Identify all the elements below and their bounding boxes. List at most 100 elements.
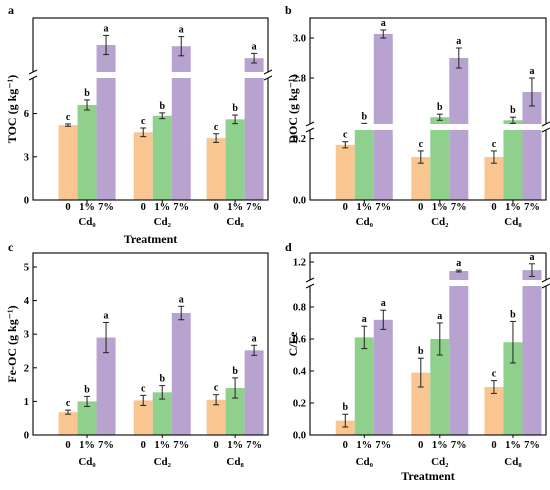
y-tick-label: 3.0 xyxy=(293,34,306,45)
group-label-a-1: Cd₂ xyxy=(154,216,172,228)
sig-letter-d-1: a xyxy=(362,314,367,325)
treatment-label-a-2: 7% xyxy=(98,202,114,213)
treatment-label-d-2: 7% xyxy=(375,440,391,451)
bar-c-2-2 xyxy=(245,350,264,435)
y-tick-label: 3 xyxy=(24,330,29,341)
sig-letter-d-6: c xyxy=(492,369,497,380)
treatment-label-d-6: 0 xyxy=(491,440,496,451)
sig-letter-a-4: b xyxy=(159,101,165,112)
panel-d: b0a1%a7%b0a1%a7%c0b1%a7%0.00.20.40.60.81… xyxy=(285,240,550,483)
sig-letter-b-8: a xyxy=(529,66,534,77)
bar-c-0-0 xyxy=(59,412,78,435)
bar-d-1-2 xyxy=(449,271,468,435)
panel-b: c0b1%a7%c0b1%a7%c0b1%a7%0.00.22.83.0Cd₀ C… xyxy=(285,3,550,228)
bar-b-0-1 xyxy=(355,126,374,200)
group-label-a-2: Cd₈ xyxy=(226,216,244,228)
bar-a-0-1 xyxy=(78,105,97,200)
treatment-label-d-0: 0 xyxy=(343,440,348,451)
bar-d-0-2 xyxy=(374,320,393,435)
sig-letter-a-6: c xyxy=(214,122,219,133)
panel-letter: c xyxy=(8,240,14,254)
sig-letter-c-6: c xyxy=(214,383,219,394)
bar-b-0-2 xyxy=(374,34,393,200)
sig-letter-a-3: c xyxy=(141,116,146,127)
bar-a-1-1 xyxy=(153,116,172,200)
sig-letter-b-1: b xyxy=(361,111,367,122)
sig-letter-b-5: a xyxy=(456,36,461,47)
y-axis-label: Fe-OC (g kg⁻¹) xyxy=(5,305,19,382)
sig-letter-a-8: a xyxy=(252,41,257,52)
group-label-d-1: Cd₂ xyxy=(431,456,449,468)
panel-letter: d xyxy=(285,240,292,254)
y-axis-label: TOC (g kg⁻¹) xyxy=(5,75,19,143)
bar-a-1-0 xyxy=(134,132,153,200)
treatment-label-c-7: 1% xyxy=(227,440,243,451)
y-tick-label: 0.0 xyxy=(293,431,306,442)
panel-a: c 0 b 1% a 7% c 0 b 1% a 7% c 0 b 1% a 7% 0 3 6 Cd₀ Cd₂ Cd₈ Trea… xyxy=(5,3,272,246)
sig-letter-a-5: a xyxy=(179,25,184,36)
sig-letter-c-2: a xyxy=(104,310,109,321)
bar-b-2-2 xyxy=(522,92,541,200)
y-tick-label: 1 xyxy=(24,397,29,408)
y-tick-label: 2 xyxy=(24,363,29,374)
sig-letter-c-0: c xyxy=(66,398,71,409)
sig-letter-a-2: a xyxy=(104,23,109,34)
group-label-c-2: Cd₈ xyxy=(226,456,244,468)
treatment-label-b-7: 1% xyxy=(505,202,521,213)
sig-letter-d-7: b xyxy=(510,309,516,320)
treatment-label-d-7: 1% xyxy=(505,440,521,451)
sig-letter-b-0: c xyxy=(343,130,348,141)
treatment-label-c-8: 7% xyxy=(246,440,262,451)
x-axis-label: Treatment xyxy=(401,469,455,483)
treatment-label-c-1: 1% xyxy=(79,440,95,451)
group-label-a-0: Cd₀ xyxy=(78,216,96,228)
y-tick-label: 0 xyxy=(24,431,29,442)
bar-a-1-2 xyxy=(172,46,191,200)
treatment-label-a-0: 0 xyxy=(65,202,70,213)
axis-break-band xyxy=(309,124,547,130)
sig-letter-d-5: a xyxy=(456,258,461,269)
treatment-label-d-5: 7% xyxy=(451,440,467,451)
sig-letter-d-0: b xyxy=(342,402,348,413)
y-tick-label: 0.8 xyxy=(293,303,306,314)
sig-letter-b-2: a xyxy=(381,18,386,29)
treatment-label-c-0: 0 xyxy=(65,440,70,451)
bar-a-2-2 xyxy=(245,58,264,200)
sig-letter-b-6: c xyxy=(492,139,497,150)
treatment-label-b-1: 1% xyxy=(356,202,372,213)
treatment-label-c-4: 1% xyxy=(154,440,170,451)
sig-letter-a-0: c xyxy=(66,112,71,123)
treatment-label-d-1: 1% xyxy=(356,440,372,451)
sig-letter-a-7: b xyxy=(232,103,238,114)
sig-letter-b-4: b xyxy=(437,102,443,113)
y-tick-label: 3 xyxy=(24,152,29,163)
treatment-label-c-3: 0 xyxy=(141,440,146,451)
group-label-b-0: Cd₀ xyxy=(356,216,374,228)
treatment-label-d-8: 7% xyxy=(524,440,540,451)
group-label-b-2: Cd₈ xyxy=(504,216,522,228)
panel-letter: b xyxy=(285,3,292,17)
bar-d-2-2 xyxy=(522,270,541,435)
bar-a-2-1 xyxy=(226,119,245,200)
bar-a-2-0 xyxy=(207,138,226,200)
treatment-label-b-5: 7% xyxy=(451,202,467,213)
group-label-d-0: Cd₀ xyxy=(356,456,374,468)
treatment-label-a-5: 7% xyxy=(173,202,189,213)
panel-letter: a xyxy=(8,3,14,17)
treatment-label-d-3: 0 xyxy=(418,440,423,451)
bar-a-0-2 xyxy=(97,45,116,200)
sig-letter-c-5: a xyxy=(179,294,184,305)
sig-letter-a-1: b xyxy=(84,88,90,99)
bar-c-1-2 xyxy=(172,313,191,435)
group-label-c-1: Cd₂ xyxy=(154,456,172,468)
y-tick-label: 5 xyxy=(24,263,29,274)
treatment-label-c-6: 0 xyxy=(213,440,218,451)
y-tick-label: 4 xyxy=(24,296,30,307)
sig-letter-c-3: c xyxy=(141,383,146,394)
sig-letter-d-4: a xyxy=(437,311,442,322)
y-tick-label: 6 xyxy=(24,109,29,120)
treatment-label-b-8: 7% xyxy=(524,202,540,213)
group-label-b-1: Cd₂ xyxy=(431,216,449,228)
sig-letter-d-2: a xyxy=(381,298,386,309)
